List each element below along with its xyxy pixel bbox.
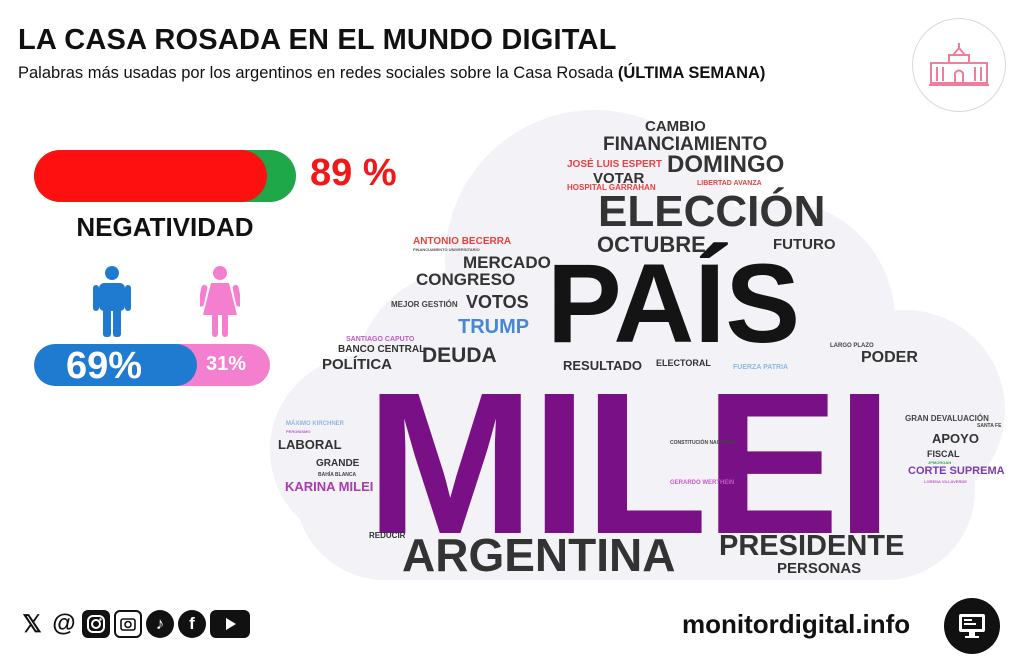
word-hospital-garrahan: HOSPITAL GARRAHAN: [567, 183, 656, 192]
gender-bar: [34, 344, 270, 386]
word-mercado: MERCADO: [463, 253, 551, 272]
site-url[interactable]: monitordigital.info: [682, 609, 911, 639]
word-cambio: CAMBIO: [645, 118, 706, 135]
word-jpmorgan: JPMORGAN: [928, 460, 952, 465]
word-argentina: ARGENTINA: [402, 529, 676, 581]
page-subtitle: Palabras más usadas por los argentinos e…: [18, 64, 765, 83]
tiktok-icon[interactable]: ♪: [146, 610, 174, 638]
word-fuerza-patria: FUERZA PATRIA: [733, 364, 789, 371]
word-resultado: RESULTADO: [563, 358, 642, 373]
word-peronismo: PERONISMO: [286, 429, 311, 434]
female-icon: [200, 266, 240, 337]
negativity-fill: [34, 150, 268, 202]
word-maximo-kirchner: MÁXIMO KIRCHNER: [286, 421, 344, 427]
word-santa-fe: SANTA FE: [977, 423, 1002, 429]
male-fill: [34, 344, 197, 386]
word-futuro: FUTURO: [773, 236, 836, 253]
word-fiscal: FISCAL: [927, 449, 960, 459]
word-grande: GRANDE: [316, 458, 360, 469]
word-politica: POLÍTICA: [322, 356, 392, 373]
word-banco-central: BANCO CENTRAL: [338, 344, 426, 355]
word-karina-milei: KARINA MILEI: [285, 479, 374, 494]
page-title: LA CASA ROSADA EN EL MUNDO DIGITAL: [18, 24, 617, 56]
youtube-icon[interactable]: [210, 610, 250, 638]
word-congreso: CONGRESO: [416, 270, 516, 289]
word-trump: TRUMP: [458, 316, 530, 338]
word-mejor-gestion: MEJOR GESTIÓN: [391, 300, 458, 309]
word-reducir: REDUCIR: [369, 531, 406, 540]
word-pais: PAÍS: [547, 241, 801, 366]
word-milei: MILEI: [366, 350, 893, 576]
word-votos: VOTOS: [466, 292, 529, 312]
word-cloud-shape: [270, 110, 1005, 580]
word-libertad-avanza: LIBERTAD AVANZA: [697, 180, 762, 187]
female-percent: 31%: [206, 353, 247, 375]
male-percent: 69%: [66, 345, 143, 387]
subtitle-period: (ÚLTIMA SEMANA): [617, 64, 766, 82]
word-santiago-caputo: SANTIAGO CAPUTO: [346, 336, 415, 343]
instagram-icon[interactable]: [82, 610, 110, 638]
word-largo-plazo: LARGO PLAZO: [830, 343, 874, 349]
word-personas: PERSONAS: [777, 560, 862, 577]
word-octubre: OCTUBRE: [597, 232, 706, 257]
word-eleccion: ELECCIÓN: [598, 187, 826, 236]
word-jose-luis-espert: JOSÉ LUIS ESPERT: [567, 159, 663, 170]
word-poder: PODER: [861, 349, 918, 366]
word-lorena-villaverde: LORENA VILLAVERDE: [924, 479, 967, 484]
word-financiamiento-universitario: FINANCIAMIENTO UNIVERSITARIO: [413, 247, 480, 252]
negativity-bar: [34, 150, 296, 202]
word-gran-devaluacion: GRAN DEVALUACIÓN: [905, 414, 989, 423]
word-corte-suprema: CORTE SUPREMA: [908, 465, 1005, 477]
word-gerardo-werthein: GERARDO WERTHEIN: [670, 480, 735, 486]
word-constitucion-nacional: CONSTITUCIÓN NACIONAL: [670, 440, 736, 446]
word-bahia-blanca: BAHÍA BLANCA: [318, 472, 357, 478]
word-electoral: ELECTORAL: [656, 358, 711, 368]
male-icon: [93, 266, 131, 337]
word-apoyo: APOYO: [932, 431, 979, 446]
negativity-percent: 89 %: [310, 152, 397, 194]
word-antonio-becerra: ANTONIO BECERRA: [413, 236, 512, 247]
social-icons: 𝕏 @ ♪ f: [18, 610, 250, 638]
word-laboral: LABORAL: [278, 437, 342, 452]
monitor-icon: [944, 598, 1000, 654]
threads-icon[interactable]: @: [50, 610, 78, 638]
subtitle-text: Palabras más usadas por los argentinos e…: [18, 64, 614, 82]
negativity-label: NEGATIVIDAD: [76, 212, 254, 242]
word-financiamiento: FINANCIAMIENTO: [603, 134, 768, 155]
casa-rosada-logo: [912, 18, 1006, 112]
word-presidente: PRESIDENTE: [719, 530, 905, 562]
word-domingo: DOMINGO: [667, 151, 785, 178]
facebook-icon[interactable]: f: [178, 610, 206, 638]
x-icon[interactable]: 𝕏: [18, 610, 46, 638]
casa-rosada-icon: [929, 43, 989, 86]
camera-icon[interactable]: [114, 610, 142, 638]
word-deuda: DEUDA: [422, 344, 497, 367]
word-votar: VOTAR: [593, 170, 645, 187]
